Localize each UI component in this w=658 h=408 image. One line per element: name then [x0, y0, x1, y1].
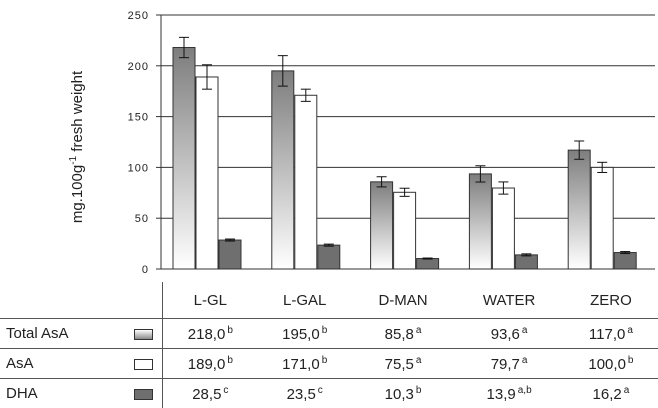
col-header-zero: ZERO [564, 282, 658, 319]
bar-gradient [173, 48, 195, 269]
bar-dark [417, 259, 439, 269]
bar-chart: 0 50 100 150 200 250 [0, 0, 658, 282]
y-tick-label: 200 [128, 61, 149, 73]
bar-white [591, 167, 613, 269]
legend-swatch-gradient [134, 329, 153, 340]
bar-white [196, 77, 218, 269]
col-header-dman: D-MAN [352, 282, 455, 319]
legend-swatch-dark [134, 389, 153, 400]
y-axis-title: mg.100g-1 fresh weight [68, 37, 88, 257]
y-tick-label: 0 [142, 264, 149, 276]
bar-white [492, 188, 514, 269]
data-table: L-GL L-GAL D-MAN WATER ZERO Total AsA 21… [0, 282, 658, 408]
row-label: AsA [0, 349, 124, 379]
bar-gradient [469, 174, 491, 269]
y-tick-label: 50 [135, 213, 149, 225]
row-label: DHA [0, 379, 124, 408]
table-header-row: L-GL L-GAL D-MAN WATER ZERO [0, 282, 658, 319]
bar-white [295, 95, 317, 269]
y-tick-label: 250 [128, 10, 149, 22]
bar-dark [614, 253, 636, 269]
y-tick-label: 100 [128, 162, 149, 174]
bar-dark [219, 240, 241, 269]
bar-gradient [371, 182, 393, 269]
legend-swatch-white [134, 359, 153, 370]
bar-white [394, 192, 416, 269]
row-label: Total AsA [0, 319, 124, 349]
col-header-lgal: L-GAL [258, 282, 352, 319]
bar-dark [318, 245, 340, 269]
bar-gradient [272, 71, 294, 269]
y-tick-label: 150 [128, 112, 149, 124]
col-header-lgl: L-GL [163, 282, 258, 319]
col-header-water: WATER [454, 282, 564, 319]
bar-dark [515, 255, 537, 269]
bar-gradient [568, 150, 590, 269]
